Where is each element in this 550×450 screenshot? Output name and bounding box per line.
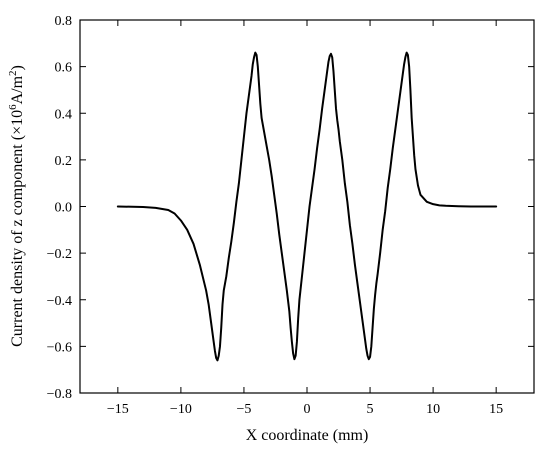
y-tick-label: −0.2 <box>47 247 72 262</box>
x-tick-label: 15 <box>489 402 503 417</box>
x-axis: −15 −10 −5 0 5 10 15 <box>107 20 503 417</box>
x-tick-label: −10 <box>170 402 192 417</box>
x-tick-label: 0 <box>304 402 311 417</box>
series-line <box>116 51 498 362</box>
y-tick-label: 0.2 <box>55 154 73 169</box>
y-axis-title: Current density of z component (×106A/m2… <box>7 65 26 347</box>
y-tick-label: 0.0 <box>55 201 73 216</box>
x-tick-label: −15 <box>107 402 129 417</box>
y-tick-label: −0.4 <box>47 294 72 309</box>
x-tick-label: −5 <box>236 402 251 417</box>
x-axis-title: X coordinate (mm) <box>246 427 369 444</box>
y-tick-label: 0.8 <box>55 14 73 29</box>
x-tick-label: 10 <box>426 402 440 417</box>
y-tick-label: 0.6 <box>55 61 73 76</box>
y-tick-label: 0.4 <box>55 107 73 122</box>
y-tick-label: −0.6 <box>47 340 72 355</box>
x-tick-label: 5 <box>367 402 374 417</box>
y-axis: −0.8 −0.6 −0.4 −0.2 0.0 0.2 0.4 0.6 0.8 <box>47 14 534 402</box>
y-tick-label: −0.8 <box>47 387 72 402</box>
